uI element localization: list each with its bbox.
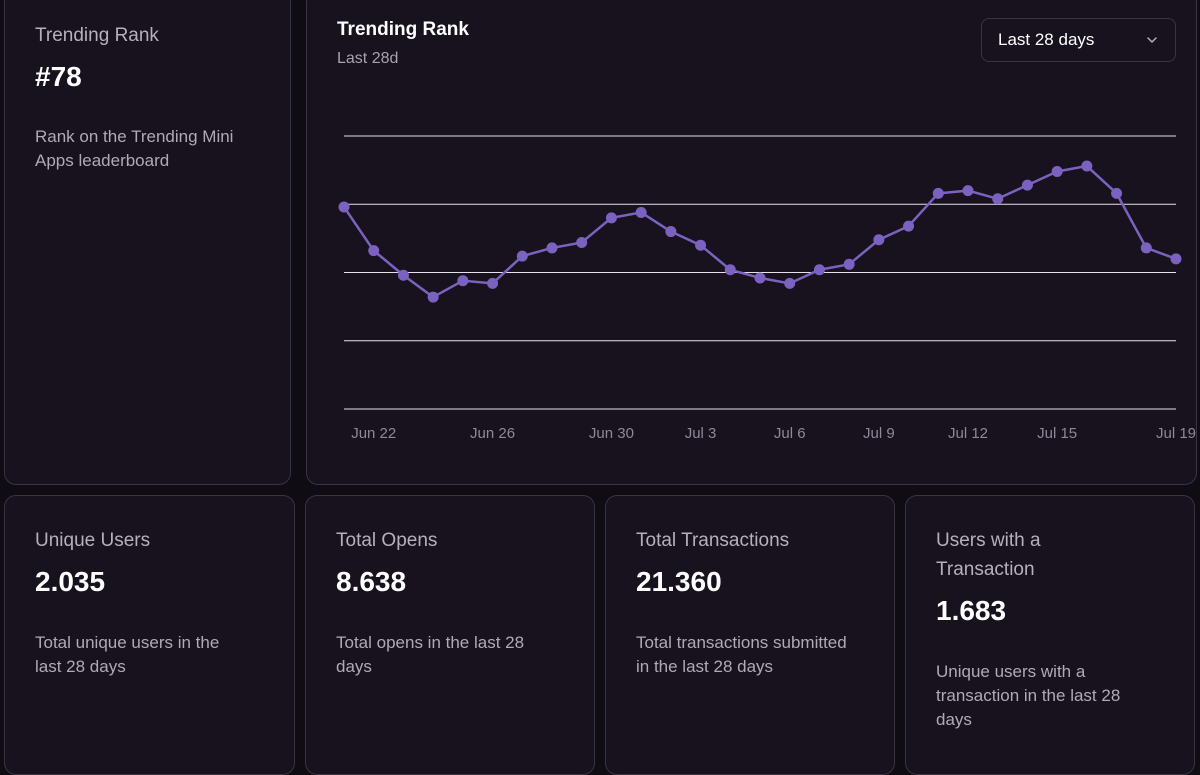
x-tick-label: Jul 19 xyxy=(1156,425,1196,442)
data-point[interactable] xyxy=(635,206,647,218)
x-tick-label: Jun 22 xyxy=(351,425,396,442)
data-point[interactable] xyxy=(1051,165,1063,177)
users-with-transaction-desc-line3: days xyxy=(936,710,972,729)
data-point[interactable] xyxy=(516,250,528,262)
data-point[interactable] xyxy=(546,242,558,254)
total-opens-desc-line1: Total opens in the last 28 xyxy=(336,633,525,652)
data-point[interactable] xyxy=(992,193,1004,205)
date-range-selected-value: Last 28 days xyxy=(998,30,1095,49)
data-point[interactable] xyxy=(368,245,380,257)
unique-users-desc-line1: Total unique users in the xyxy=(35,633,220,652)
users-with-transaction-value: 1.683 xyxy=(936,595,1007,626)
users-with-transaction-desc-line1: Unique users with a xyxy=(936,662,1086,681)
x-tick-label: Jul 12 xyxy=(948,425,988,442)
data-point[interactable] xyxy=(754,272,766,284)
unique-users-value: 2.035 xyxy=(35,566,106,597)
rank-description-line1: Rank on the Trending Mini xyxy=(35,127,234,146)
users-with-transaction-card: Users with a Transaction 1.683 Unique us… xyxy=(905,495,1195,775)
users-with-transaction-desc-line2: transaction in the last 28 xyxy=(936,686,1121,705)
chevron-down-icon xyxy=(1147,37,1157,43)
data-point[interactable] xyxy=(487,277,499,289)
data-point[interactable] xyxy=(813,264,825,276)
chart-title: Trending Rank xyxy=(337,19,469,40)
data-point[interactable] xyxy=(338,201,350,213)
x-tick-label: Jul 9 xyxy=(863,425,895,442)
data-point[interactable] xyxy=(605,212,617,224)
data-point[interactable] xyxy=(1140,242,1152,254)
x-tick-label: Jun 26 xyxy=(470,425,515,442)
data-point[interactable] xyxy=(695,239,707,251)
x-tick-label: Jul 3 xyxy=(685,425,717,442)
data-point[interactable] xyxy=(784,277,796,289)
data-point[interactable] xyxy=(1170,253,1182,265)
total-transactions-value: 21.360 xyxy=(636,566,722,597)
unique-users-desc-line2: last 28 days xyxy=(35,657,126,676)
users-with-transaction-title-line1: Users with a xyxy=(936,530,1041,551)
total-opens-value: 8.638 xyxy=(336,566,407,597)
total-transactions-desc-line2: in the last 28 days xyxy=(636,657,774,676)
data-point[interactable] xyxy=(843,258,855,270)
trending-rank-chart: Jun 22 Jun 26 Jun 30 Jul 3 Jul 6 Jul 9 Jul 12 J… xyxy=(338,135,1196,442)
date-range-select[interactable]: Last 28 days xyxy=(981,18,1176,62)
x-tick-label: Jun 30 xyxy=(589,425,634,442)
data-point[interactable] xyxy=(427,291,439,303)
data-point[interactable] xyxy=(576,236,588,248)
data-point[interactable] xyxy=(1081,160,1093,172)
total-transactions-desc-line1: Total transactions submitted xyxy=(636,633,847,652)
unique-users-title: Unique Users xyxy=(35,530,151,551)
data-point[interactable] xyxy=(1021,179,1033,191)
data-point[interactable] xyxy=(873,234,885,246)
rank-description-line2: Apps leaderboard xyxy=(35,151,170,170)
rank-value: #78 xyxy=(35,61,82,92)
x-tick-label: Jul 6 xyxy=(774,425,806,442)
x-tick-label: Jul 15 xyxy=(1037,425,1077,442)
trending-rank-card: Trending Rank #78 Rank on the Trending M… xyxy=(4,0,291,485)
rank-card-title: Trending Rank xyxy=(35,25,159,46)
users-with-transaction-title-line2: Transaction xyxy=(936,559,1035,580)
unique-users-card: Unique Users 2.035 Total unique users in… xyxy=(4,495,295,775)
data-point[interactable] xyxy=(665,226,677,238)
total-transactions-title: Total Transactions xyxy=(636,530,790,551)
data-point[interactable] xyxy=(903,220,915,232)
total-transactions-card: Total Transactions 21.360 Total transact… xyxy=(605,495,895,775)
data-point[interactable] xyxy=(397,269,409,281)
data-point[interactable] xyxy=(457,275,469,287)
data-point[interactable] xyxy=(962,185,974,197)
total-opens-card: Total Opens 8.638 Total opens in the las… xyxy=(305,495,595,775)
chart-subtitle: Last 28d xyxy=(337,50,399,67)
data-point[interactable] xyxy=(932,187,944,199)
data-point[interactable] xyxy=(1111,187,1123,199)
total-opens-desc-line2: days xyxy=(336,657,372,676)
total-opens-title: Total Opens xyxy=(336,530,438,551)
data-point[interactable] xyxy=(724,264,736,276)
trending-rank-chart-card: Jun 22 Jun 26 Jun 30 Jul 3 Jul 6 Jul 9 Jul 12 J… xyxy=(306,0,1197,485)
